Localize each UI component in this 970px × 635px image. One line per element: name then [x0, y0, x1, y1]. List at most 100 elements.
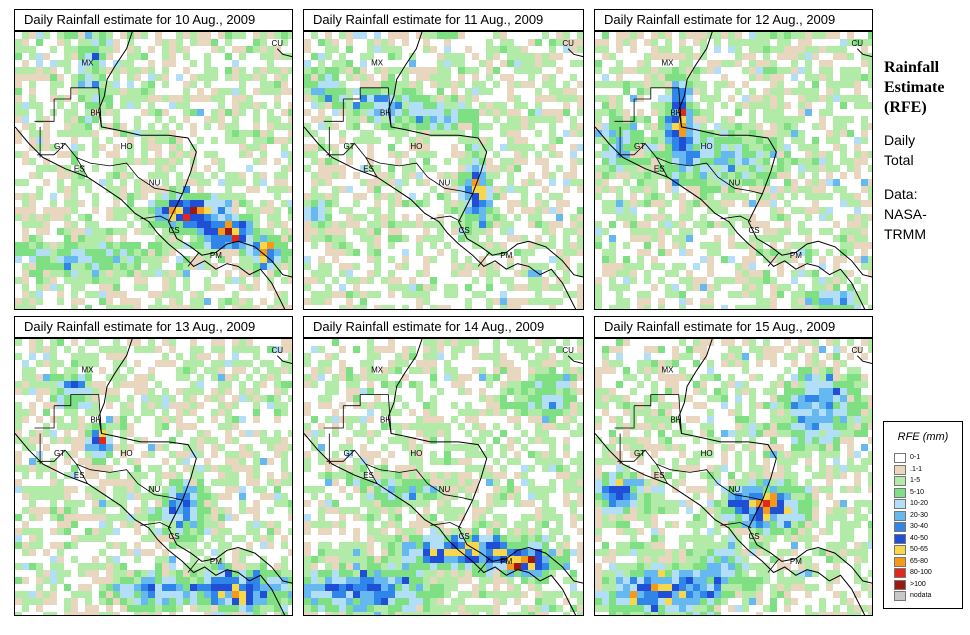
country-label-cs: CS — [168, 532, 179, 541]
country-border — [720, 522, 752, 529]
legend-label: 50-65 — [910, 546, 928, 553]
coastline — [856, 355, 872, 365]
legend-swatch — [894, 487, 906, 498]
country-label-nu: NU — [149, 485, 161, 494]
legend-title: RFE (mm) — [897, 431, 949, 443]
country-border — [617, 449, 668, 484]
country-border — [187, 252, 200, 267]
legend-swatch — [894, 591, 906, 601]
caption-nasa: NASA- — [884, 206, 927, 222]
country-label-es: ES — [74, 471, 85, 480]
country-border — [614, 99, 635, 122]
country-border — [187, 558, 200, 573]
rfe-legend: RFE (mm) 0-1 .1-1 1-5 5-10 10-20 20-30 30-40 40… — [883, 421, 963, 609]
coastline — [304, 433, 577, 615]
country-label-cs: CS — [459, 226, 470, 235]
country-label-gt: GT — [54, 449, 65, 458]
legend-swatch — [894, 556, 906, 567]
country-border — [140, 215, 172, 223]
country-label-cs: CS — [748, 532, 759, 541]
country-label-bh: BH — [380, 415, 391, 424]
country-border — [767, 252, 780, 267]
country-border — [430, 215, 462, 223]
rainfall-map: MX BH GT HO ES NU CS PM CU — [594, 31, 873, 310]
country-label-ho: HO — [701, 142, 713, 151]
country-label-ho: HO — [701, 449, 713, 458]
legend-label: 80-100 — [910, 569, 932, 576]
legend-label: >100 — [910, 580, 926, 588]
panel-title: Daily Rainfall estimate for 11 Aug., 200… — [303, 9, 584, 31]
legend-label: 5-10 — [910, 488, 925, 496]
country-label-cu: CU — [852, 346, 864, 355]
caption-data: Data: — [884, 186, 918, 202]
country-border — [656, 157, 763, 195]
rainfall-grid-svg: MX BH GT HO ES NU CS PM CU — [595, 32, 872, 309]
country-label-gt: GT — [634, 142, 645, 151]
caption-daily: Daily — [884, 132, 916, 148]
coastline — [595, 126, 866, 309]
coastline — [98, 32, 292, 278]
country-label-nu: NU — [439, 485, 451, 494]
country-label-bh: BH — [670, 415, 681, 424]
coastline — [856, 48, 872, 58]
country-border — [477, 558, 490, 573]
country-border — [326, 449, 378, 484]
country-label-mx: MX — [662, 59, 675, 68]
rainfall-grid-svg: MX BH GT HO ES NU CS PM CU — [304, 339, 583, 615]
rainfall-map: MX BH GT HO ES NU CS PM CU — [303, 338, 584, 616]
country-border — [54, 394, 102, 434]
country-label-nu: NU — [439, 179, 451, 188]
legend-label: 10-20 — [910, 500, 928, 507]
country-label-es: ES — [363, 165, 374, 174]
country-label-nu: NU — [729, 179, 741, 188]
country-label-pm: PM — [500, 557, 512, 566]
coastline — [15, 126, 286, 309]
country-label-nu: NU — [729, 485, 741, 494]
country-label-bh: BH — [90, 415, 101, 424]
country-label-bh: BH — [90, 109, 101, 118]
map-panel-11-aug: Daily Rainfall estimate for 11 Aug., 200… — [303, 9, 584, 310]
country-border — [343, 87, 392, 127]
legend-label: 20-30 — [910, 511, 928, 519]
legend-label: nodata — [910, 592, 932, 599]
country-border — [634, 394, 682, 434]
legend-label: 1-5 — [910, 477, 921, 484]
rainfall-map: MX BH GT HO ES NU CS PM CU — [594, 338, 873, 616]
country-label-mx: MX — [371, 59, 384, 68]
country-label-bh: BH — [380, 109, 391, 118]
country-label-cu: CU — [562, 346, 574, 355]
map-panel-14-aug: Daily Rainfall estimate for 14 Aug., 200… — [303, 316, 584, 616]
country-label-cs: CS — [168, 226, 179, 235]
coastline — [276, 355, 292, 365]
country-label-pm: PM — [210, 251, 222, 260]
country-border — [656, 463, 763, 501]
country-border — [76, 157, 183, 195]
country-border — [614, 405, 635, 429]
country-label-mx: MX — [662, 365, 675, 374]
panel-title: Daily Rainfall estimate for 10 Aug., 200… — [14, 9, 293, 31]
country-border — [767, 558, 780, 573]
panel-title: Daily Rainfall estimate for 12 Aug., 200… — [594, 9, 873, 31]
country-label-gt: GT — [343, 449, 354, 458]
country-label-es: ES — [654, 165, 665, 174]
country-border — [37, 143, 88, 178]
caption-title-line2: Estimate — [884, 79, 945, 96]
country-label-cu: CU — [272, 346, 284, 355]
panel-title: Daily Rainfall estimate for 13 Aug., 200… — [14, 316, 293, 338]
rainfall-map: MX BH GT HO ES NU CS PM CU — [14, 31, 293, 310]
caption-title-line1: Rainfall — [884, 59, 940, 76]
legend-swatch — [894, 499, 906, 509]
country-label-pm: PM — [790, 251, 802, 260]
coastline — [98, 339, 292, 584]
country-border — [37, 449, 88, 484]
legend-swatch — [894, 579, 906, 590]
legend-swatch — [894, 453, 906, 463]
country-label-bh: BH — [670, 109, 681, 118]
rainfall-grid-svg: MX BH GT HO ES NU CS PM CU — [15, 32, 292, 309]
rainfall-grid-svg: MX BH GT HO ES NU CS PM CU — [15, 339, 292, 615]
caption-title-line3: (RFE) — [884, 99, 927, 116]
coastline — [678, 32, 872, 278]
country-label-cu: CU — [272, 39, 284, 48]
rainfall-cells — [595, 32, 872, 309]
legend-label: 40-50 — [910, 534, 928, 542]
